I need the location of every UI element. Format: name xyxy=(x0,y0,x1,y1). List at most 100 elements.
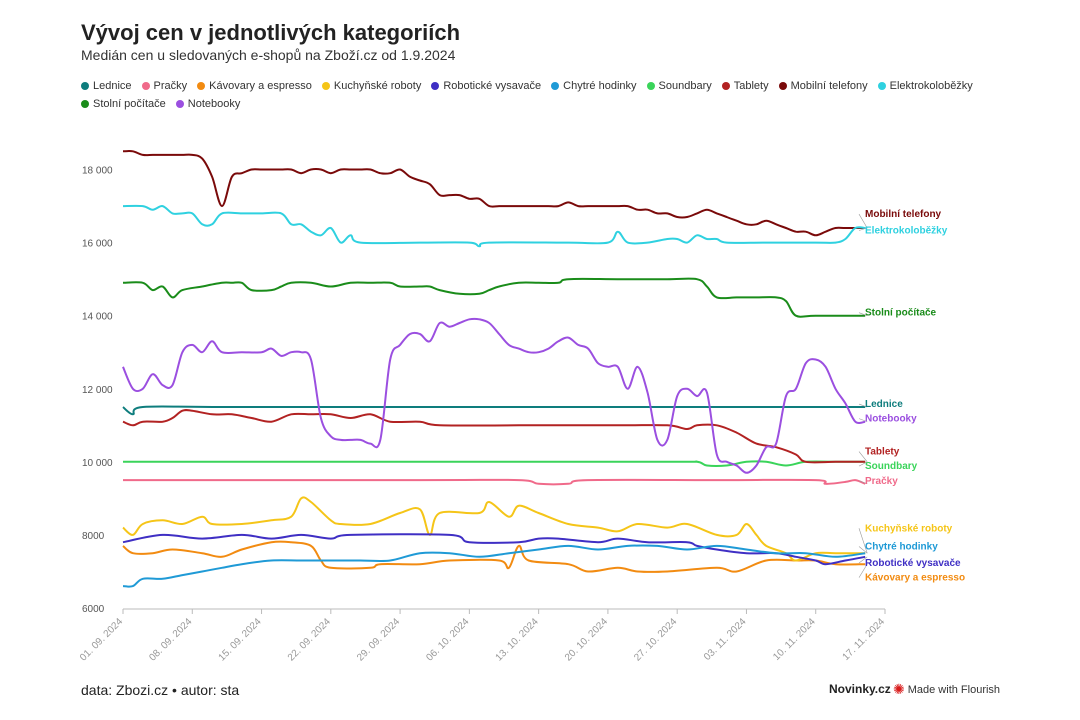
legend-swatch xyxy=(551,82,560,90)
series-end-label-pracky: Pračky xyxy=(865,476,898,487)
label-connector xyxy=(858,213,868,229)
legend-swatch xyxy=(431,82,440,90)
x-tick-label: 17. 11. 2024 xyxy=(841,616,888,663)
y-tick-label: 14 000 xyxy=(82,312,113,323)
series-end-label-kuchynske-roboty: Kuchyňské roboty xyxy=(865,523,953,534)
series-end-label-soundbary: Soundbary xyxy=(865,461,918,472)
legend-item-notebooky[interactable]: Notebooky xyxy=(175,98,241,110)
x-tick-label: 29. 09. 2024 xyxy=(355,616,402,663)
series-end-label-notebooky: Notebooky xyxy=(865,414,917,425)
legend-swatch xyxy=(646,82,655,90)
legend-item-kuchynske-roboty[interactable]: Kuchyňské roboty xyxy=(321,80,422,92)
legend-swatch xyxy=(721,82,730,90)
label-connector xyxy=(858,480,868,485)
series-line-mobilni-telefony[interactable] xyxy=(122,150,866,237)
series-line-pracky[interactable] xyxy=(123,478,866,486)
legend-swatch xyxy=(778,82,787,90)
series-end-label-stolni-pocitace: Stolní počítače xyxy=(865,308,937,319)
flourish-icon: ✺ xyxy=(893,681,905,697)
series-line-elektrokolobezky[interactable] xyxy=(122,204,866,248)
legend-item-roboticke-vysavace[interactable]: Robotické vysavače xyxy=(431,80,541,92)
legend-label: Tablety xyxy=(733,80,769,92)
brand-logo[interactable]: Novinky.cz xyxy=(829,682,891,696)
legend-label: Mobilní telefony xyxy=(790,80,868,92)
label-connector xyxy=(858,227,868,231)
legend-swatch xyxy=(197,82,206,90)
legend-swatch xyxy=(877,82,886,90)
y-tick-label: 6000 xyxy=(82,604,105,615)
x-tick-label: 20. 10. 2024 xyxy=(563,616,610,663)
x-tick-label: 22. 09. 2024 xyxy=(286,616,333,663)
series-line-notebooky[interactable] xyxy=(122,317,866,474)
legend-item-chytre-hodinky[interactable]: Chytré hodinky xyxy=(551,80,637,92)
legend-swatch xyxy=(175,100,184,108)
legend-swatch xyxy=(81,100,89,108)
label-connector xyxy=(858,563,868,578)
series-end-label-chytre-hodinky: Chytré hodinky xyxy=(865,542,938,553)
label-connector xyxy=(858,403,868,408)
legend-item-soundbary[interactable]: Soundbary xyxy=(646,80,712,92)
label-connector xyxy=(858,528,868,554)
y-tick-label: 18 000 xyxy=(82,166,113,177)
series-line-soundbary[interactable] xyxy=(123,460,866,467)
series-line-tablety[interactable] xyxy=(122,409,866,464)
x-tick-label: 01. 09. 2024 xyxy=(78,616,125,663)
legend-item-kavovary-a-espresso[interactable]: Kávovary a espresso xyxy=(197,80,312,92)
legend-swatch xyxy=(141,82,150,90)
legend-item-tablety[interactable]: Tablety xyxy=(721,80,769,92)
legend-label: Chytré hodinky xyxy=(563,80,637,92)
legend-item-pracky[interactable]: Pračky xyxy=(141,80,188,92)
legend-label: Kuchyňské roboty xyxy=(333,80,422,92)
series-end-label-kavovary-a-espresso: Kávovary a espresso xyxy=(865,573,965,584)
flourish-credit[interactable]: ✺ Made with Flourish xyxy=(893,681,1000,698)
legend: Lednice Pračky Kávovary a espresso Kuchyňsk… xyxy=(81,80,1011,110)
legend-label: Soundbary xyxy=(658,80,712,92)
legend-swatch xyxy=(81,82,89,90)
source-credit: data: Zbozi.cz • autor: sta xyxy=(81,682,240,698)
legend-item-elektrokolobezky[interactable]: Elektrokoloběžky xyxy=(877,80,973,92)
y-tick-label: 10 000 xyxy=(82,458,113,469)
label-connector xyxy=(858,418,868,422)
legend-label: Elektrokoloběžky xyxy=(889,80,973,92)
label-connector xyxy=(858,556,868,564)
series-end-label-lednice: Lednice xyxy=(865,399,903,410)
legend-label: Pračky xyxy=(153,80,188,92)
legend-label: Lednice xyxy=(93,80,132,92)
series-line-kuchynske-roboty[interactable] xyxy=(122,496,866,562)
series-line-kavovary-a-espresso[interactable] xyxy=(122,540,866,573)
flourish-label: Made with Flourish xyxy=(907,683,1001,696)
series-end-label-tablety: Tablety xyxy=(865,447,900,458)
y-tick-label: 8000 xyxy=(82,531,105,542)
series-end-label-elektrokolobezky: Elektrokoloběžky xyxy=(865,225,948,236)
series-end-label-roboticke-vysavace: Robotické vysavače xyxy=(865,558,961,569)
chart-title: Vývoj cen v jednotlivých kategoriích xyxy=(81,20,461,45)
x-tick-label: 15. 09. 2024 xyxy=(217,616,264,663)
legend-label: Stolní počítače xyxy=(93,98,166,110)
legend-item-lednice[interactable]: Lednice xyxy=(81,80,132,92)
series-line-stolni-pocitace[interactable] xyxy=(122,277,866,318)
legend-item-mobilni-telefony[interactable]: Mobilní telefony xyxy=(778,80,868,92)
series-line-chytre-hodinky[interactable] xyxy=(122,544,866,588)
label-connector xyxy=(858,546,868,554)
x-tick-label: 06. 10. 2024 xyxy=(424,616,471,663)
x-tick-label: 10. 11. 2024 xyxy=(771,616,818,663)
series-end-label-mobilni-telefony: Mobilní telefony xyxy=(865,209,942,220)
legend-label: Robotické vysavače xyxy=(443,80,542,92)
label-connector xyxy=(858,461,868,467)
x-tick-label: 13. 10. 2024 xyxy=(494,616,541,663)
chart-subtitle: Medián cen u sledovaných e-shopů na Zbož… xyxy=(81,47,456,63)
y-tick-label: 12 000 xyxy=(82,385,113,396)
series-line-lednice[interactable] xyxy=(122,405,866,416)
legend-swatch xyxy=(321,82,330,90)
label-connector xyxy=(858,312,868,316)
x-tick-label: 27. 10. 2024 xyxy=(632,616,679,663)
x-tick-label: 03. 11. 2024 xyxy=(702,616,749,663)
label-connector xyxy=(858,451,868,463)
legend-label: Notebooky xyxy=(187,98,241,110)
legend-item-stolni-pocitace[interactable]: Stolní počítače xyxy=(81,98,166,110)
x-tick-label: 08. 09. 2024 xyxy=(147,616,194,663)
legend-label: Kávovary a espresso xyxy=(209,80,312,92)
y-tick-label: 16 000 xyxy=(82,239,113,250)
series-line-roboticke-vysavace[interactable] xyxy=(122,533,866,566)
